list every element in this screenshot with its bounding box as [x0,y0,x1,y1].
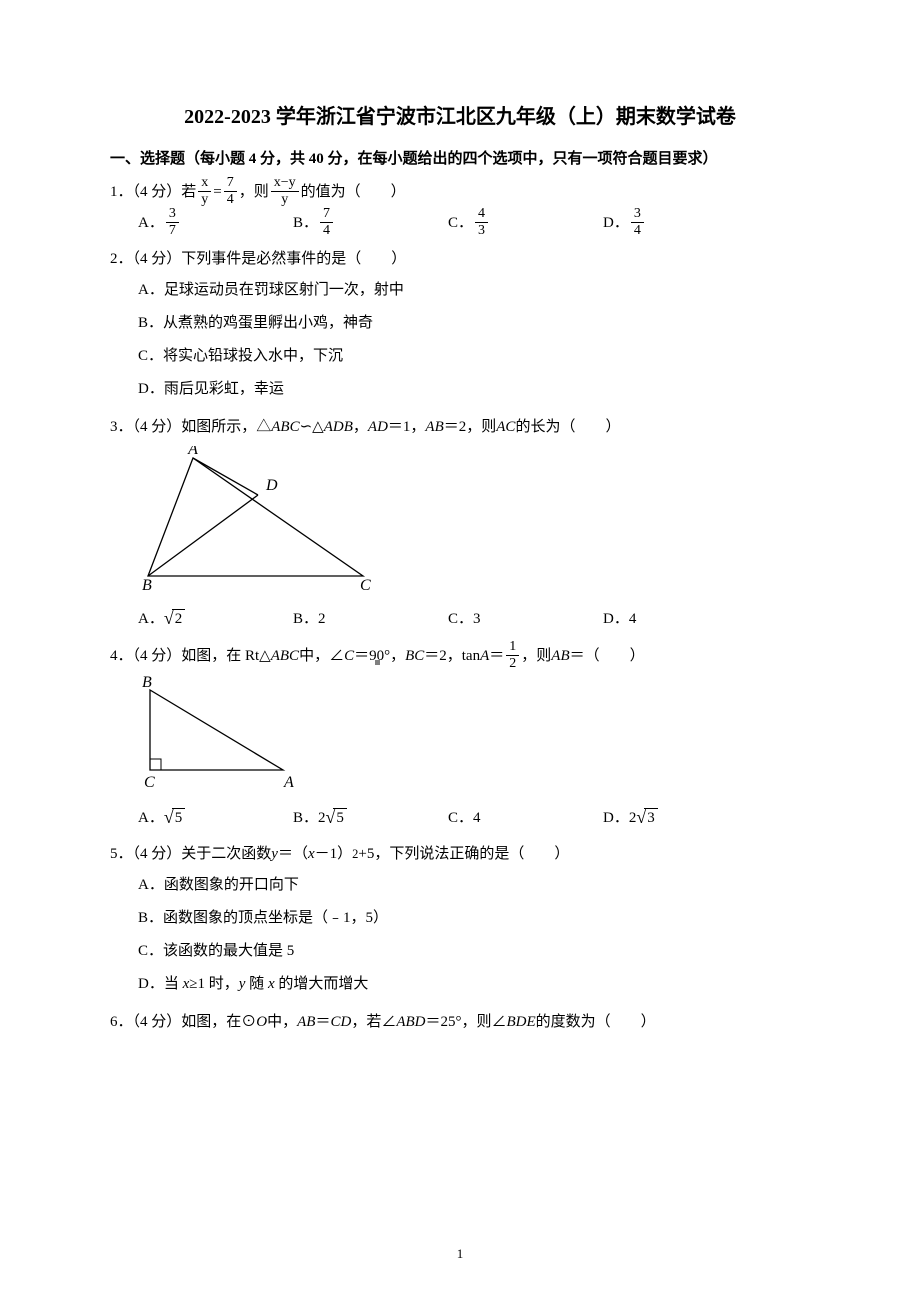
q3-option-d: D．4 [603,604,758,634]
q1-frac-3: x−y y [271,176,299,207]
question-5: 5．（4 分）关于二次函数 y ＝（ x －1） 2 +5，下列说法正确的是（ … [110,839,810,1001]
q1-frac-2: 7 4 [224,176,237,207]
page-number: 1 [0,1246,920,1262]
q3-stem: 3．（4 分）如图所示，△ ABC ∽△ ADB ， AD ＝1， AB ＝2，… [110,412,810,442]
q5-options: A．函数图象的开口向下 B．函数图象的顶点坐标是（﹣1，5） C．该函数的最大值… [138,869,810,1001]
q4-triangle-svg: B C A [138,675,298,790]
q4-sqrt-a: √5 [164,808,185,829]
q1-option-c: C． 4 3 [448,207,603,238]
question-1: 1．（4 分）若 x y = 7 4 ，则 x−y y 的值为（ ） A． 3 [110,176,810,238]
q1-B-frac: 7 4 [320,207,333,238]
q4-figure: B C A [138,675,810,801]
q4-option-c: C．4 [448,803,603,833]
q2-option-d: D．雨后见彩虹，幸运 [138,373,810,406]
q1-A-frac: 3 7 [166,207,179,238]
q4-option-a: A． √5 [138,803,293,833]
q1-options: A． 3 7 B． 7 4 C． 4 3 [138,207,810,238]
q3-option-c: C．3 [448,604,603,634]
q3-label-B: B [142,577,152,591]
q3-sqrt: √2 [164,609,185,630]
q3-options: A． √2 B．2 C．3 D．4 [138,604,810,634]
q4-label-B: B [142,675,152,691]
q6-stem: 6．（4 分）如图，在⊙ O 中， AB ＝ CD ，若∠ ABD ＝25°，则… [110,1007,810,1037]
q1-eq: = [213,177,221,207]
page-title: 2022-2023 学年浙江省宁波市江北区九年级（上）期末数学试卷 [110,100,810,129]
section-header: 一、选择题（每小题 4 分，共 40 分，在每小题给出的四个选项中，只有一项符合… [110,147,810,168]
q2-stem: 2．（4 分）下列事件是必然事件的是（ ） [110,244,810,274]
q4-option-b: B． 2 √5 [293,803,448,833]
q2-option-b: B．从煮熟的鸡蛋里孵出小鸡，神奇 [138,307,810,340]
q1-stem: 1．（4 分）若 x y = 7 4 ，则 x−y y 的值为（ ） [110,176,810,207]
decorative-dot-icon [375,660,380,665]
question-2: 2．（4 分）下列事件是必然事件的是（ ） A．足球运动员在罚球区射门一次，射中… [110,244,810,406]
q4-sqrt-d: √3 [636,808,657,829]
q4-options: A． √5 B． 2 √5 C．4 D． 2 √3 [138,803,810,833]
q1-option-d: D． 3 4 [603,207,758,238]
q3-option-b: B．2 [293,604,448,634]
question-4: 4．（4 分）如图，在 Rt△ ABC 中，∠ C ＝90°， BC ＝2，ta… [110,640,810,833]
question-6: 6．（4 分）如图，在⊙ O 中， AB ＝ CD ，若∠ ABD ＝25°，则… [110,1007,810,1037]
q2-options: A．足球运动员在罚球区射门一次，射中 B．从煮熟的鸡蛋里孵出小鸡，神奇 C．将实… [138,274,810,406]
q1-suffix: 的值为（ ） [301,177,406,207]
q1-prefix: 1．（4 分）若 [110,177,196,207]
q3-option-a: A． √2 [138,604,293,634]
q1-D-frac: 3 4 [631,207,644,238]
q1-C-frac: 4 3 [475,207,488,238]
q3-label-C: C [360,577,371,591]
q2-option-c: C．将实心铅球投入水中，下沉 [138,340,810,373]
q4-label-C: C [144,774,155,790]
q5-option-c: C．该函数的最大值是 5 [138,935,810,968]
q5-option-b: B．函数图象的顶点坐标是（﹣1，5） [138,902,810,935]
q5-option-a: A．函数图象的开口向下 [138,869,810,902]
q1-option-b: B． 7 4 [293,207,448,238]
q3-figure: A D B C [138,446,810,602]
question-3: 3．（4 分）如图所示，△ ABC ∽△ ADB ， AD ＝1， AB ＝2，… [110,412,810,634]
q4-sqrt-b: √5 [326,808,347,829]
q4-option-d: D． 2 √3 [603,803,758,833]
q1-mid: ，则 [239,177,269,207]
q3-label-A: A [187,446,198,458]
q4-frac: 1 2 [506,640,519,671]
q5-option-d: D．当 x≥1 时，y 随 x 的增大而增大 [138,968,810,1001]
q1-frac-1: x y [198,176,211,207]
q5-stem: 5．（4 分）关于二次函数 y ＝（ x －1） 2 +5，下列说法正确的是（ … [110,839,810,869]
q4-label-A: A [283,774,294,790]
q1-option-a: A． 3 7 [138,207,293,238]
q3-triangle-svg: A D B C [138,446,378,591]
q2-option-a: A．足球运动员在罚球区射门一次，射中 [138,274,810,307]
q4-stem: 4．（4 分）如图，在 Rt△ ABC 中，∠ C ＝90°， BC ＝2，ta… [110,640,810,671]
q3-label-D: D [265,477,278,494]
page: 2022-2023 学年浙江省宁波市江北区九年级（上）期末数学试卷 一、选择题（… [0,0,920,1302]
